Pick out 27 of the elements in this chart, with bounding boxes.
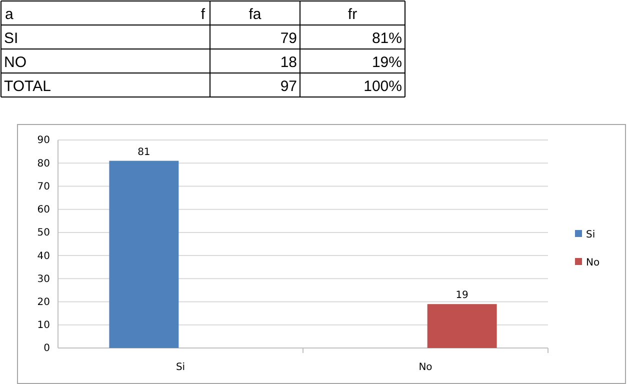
data-label: 100% [364,78,402,95]
category-label: TOTAL [4,78,51,95]
category-label: NO [4,54,26,71]
data-label: 19% [372,54,402,71]
y-tick-label: 20 [37,296,50,308]
data-label: 19 [456,290,468,302]
text: f [200,6,206,23]
y-tick-label: 50 [37,228,50,239]
data-label: 81 [138,146,150,158]
y-tick-label: 10 [37,320,50,332]
text: fr [348,6,358,23]
y-tick-label: 60 [37,204,50,216]
y-tick-label: 0 [44,343,50,354]
legend-label: Si [586,230,596,240]
text: a [5,6,14,23]
data-label: 18 [280,54,297,71]
category-label: SI [4,30,18,47]
y-tick-label: 30 [37,274,50,285]
text: fa [248,6,262,23]
data-label: 97 [280,78,297,95]
data-label: 79 [280,30,297,47]
y-tick-label: 40 [37,250,50,262]
y-tick-label: 70 [37,181,50,192]
y-tick-label: 90 [37,135,50,146]
y-tick-label: 80 [37,158,50,170]
data-label: 81% [372,30,402,47]
legend-label: No [586,258,600,268]
